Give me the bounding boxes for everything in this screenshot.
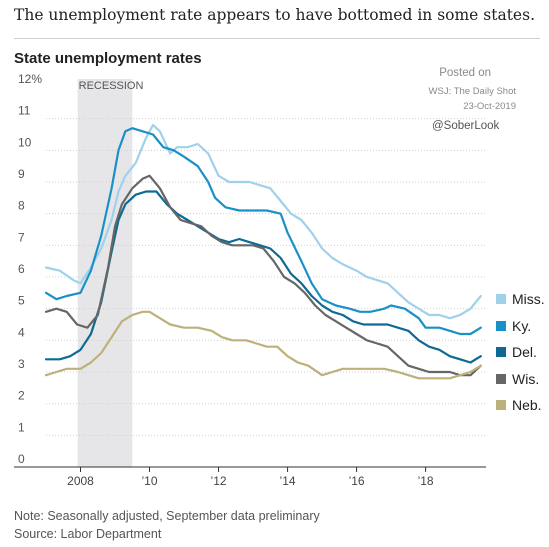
x-tick-label: ’12 bbox=[211, 474, 227, 488]
x-tick-label: ’18 bbox=[418, 474, 434, 488]
y-tick-label: 2 bbox=[18, 389, 25, 403]
y-tick-label: 0 bbox=[18, 452, 25, 466]
y-tick-label: 7 bbox=[18, 230, 25, 244]
legend-swatch bbox=[496, 294, 506, 305]
series-line-neb bbox=[44, 310, 482, 380]
legend-swatch bbox=[496, 347, 506, 358]
series-line-del bbox=[44, 190, 482, 364]
headline: The unemployment rate appears to have bo… bbox=[14, 6, 535, 24]
series-line-wis bbox=[44, 174, 482, 377]
x-tick-label: ’16 bbox=[349, 474, 365, 488]
x-tick-label: 2008 bbox=[67, 474, 94, 488]
legend-item: Del. bbox=[496, 339, 545, 366]
y-tick-label: 1 bbox=[18, 420, 25, 434]
recession-label: RECESSION bbox=[79, 80, 144, 92]
y-tick-label: 11 bbox=[18, 104, 31, 118]
chart-title: State unemployment rates bbox=[14, 50, 202, 67]
legend-label: Ky. bbox=[512, 317, 532, 334]
y-tick-label: 8 bbox=[18, 199, 25, 213]
posted-source-label: WSJ: The Daily Shot bbox=[428, 86, 516, 97]
y-tick-label: 5 bbox=[18, 294, 25, 308]
posted-date-label: 23-Oct-2019 bbox=[463, 101, 516, 112]
divider bbox=[14, 38, 540, 39]
y-tick-label: 6 bbox=[18, 262, 25, 276]
legend-swatch bbox=[496, 400, 506, 411]
legend-label: Wis. bbox=[512, 370, 540, 387]
legend-item: Neb. bbox=[496, 392, 545, 419]
chart-note: Note: Seasonally adjusted, September dat… bbox=[14, 509, 320, 523]
legend-item: Ky. bbox=[496, 313, 545, 340]
author-handle: @SoberLook bbox=[432, 120, 500, 132]
y-tick-label: 3 bbox=[18, 357, 25, 371]
y-tick-label: 9 bbox=[18, 167, 25, 181]
series-line-miss bbox=[44, 123, 482, 320]
y-tick-label: 10 bbox=[18, 135, 32, 149]
posted-on-label: Posted on bbox=[439, 67, 491, 79]
series-line-ky bbox=[44, 127, 482, 336]
legend-item: Wis. bbox=[496, 366, 545, 393]
legend-swatch bbox=[496, 320, 506, 331]
chart-source: Source: Labor Department bbox=[14, 527, 162, 541]
legend-label: Neb. bbox=[512, 397, 542, 414]
x-tick-label: ’14 bbox=[280, 474, 296, 488]
legend-label: Del. bbox=[512, 344, 537, 361]
legend-item: Miss. bbox=[496, 286, 545, 313]
x-tick-label: ’10 bbox=[142, 474, 158, 488]
y-tick-label: 12% bbox=[18, 72, 42, 86]
chart-legend: Miss. Ky. Del. Wis. Neb. bbox=[496, 286, 545, 419]
legend-swatch bbox=[496, 373, 506, 384]
legend-label: Miss. bbox=[512, 291, 545, 308]
y-tick-label: 4 bbox=[18, 325, 25, 339]
